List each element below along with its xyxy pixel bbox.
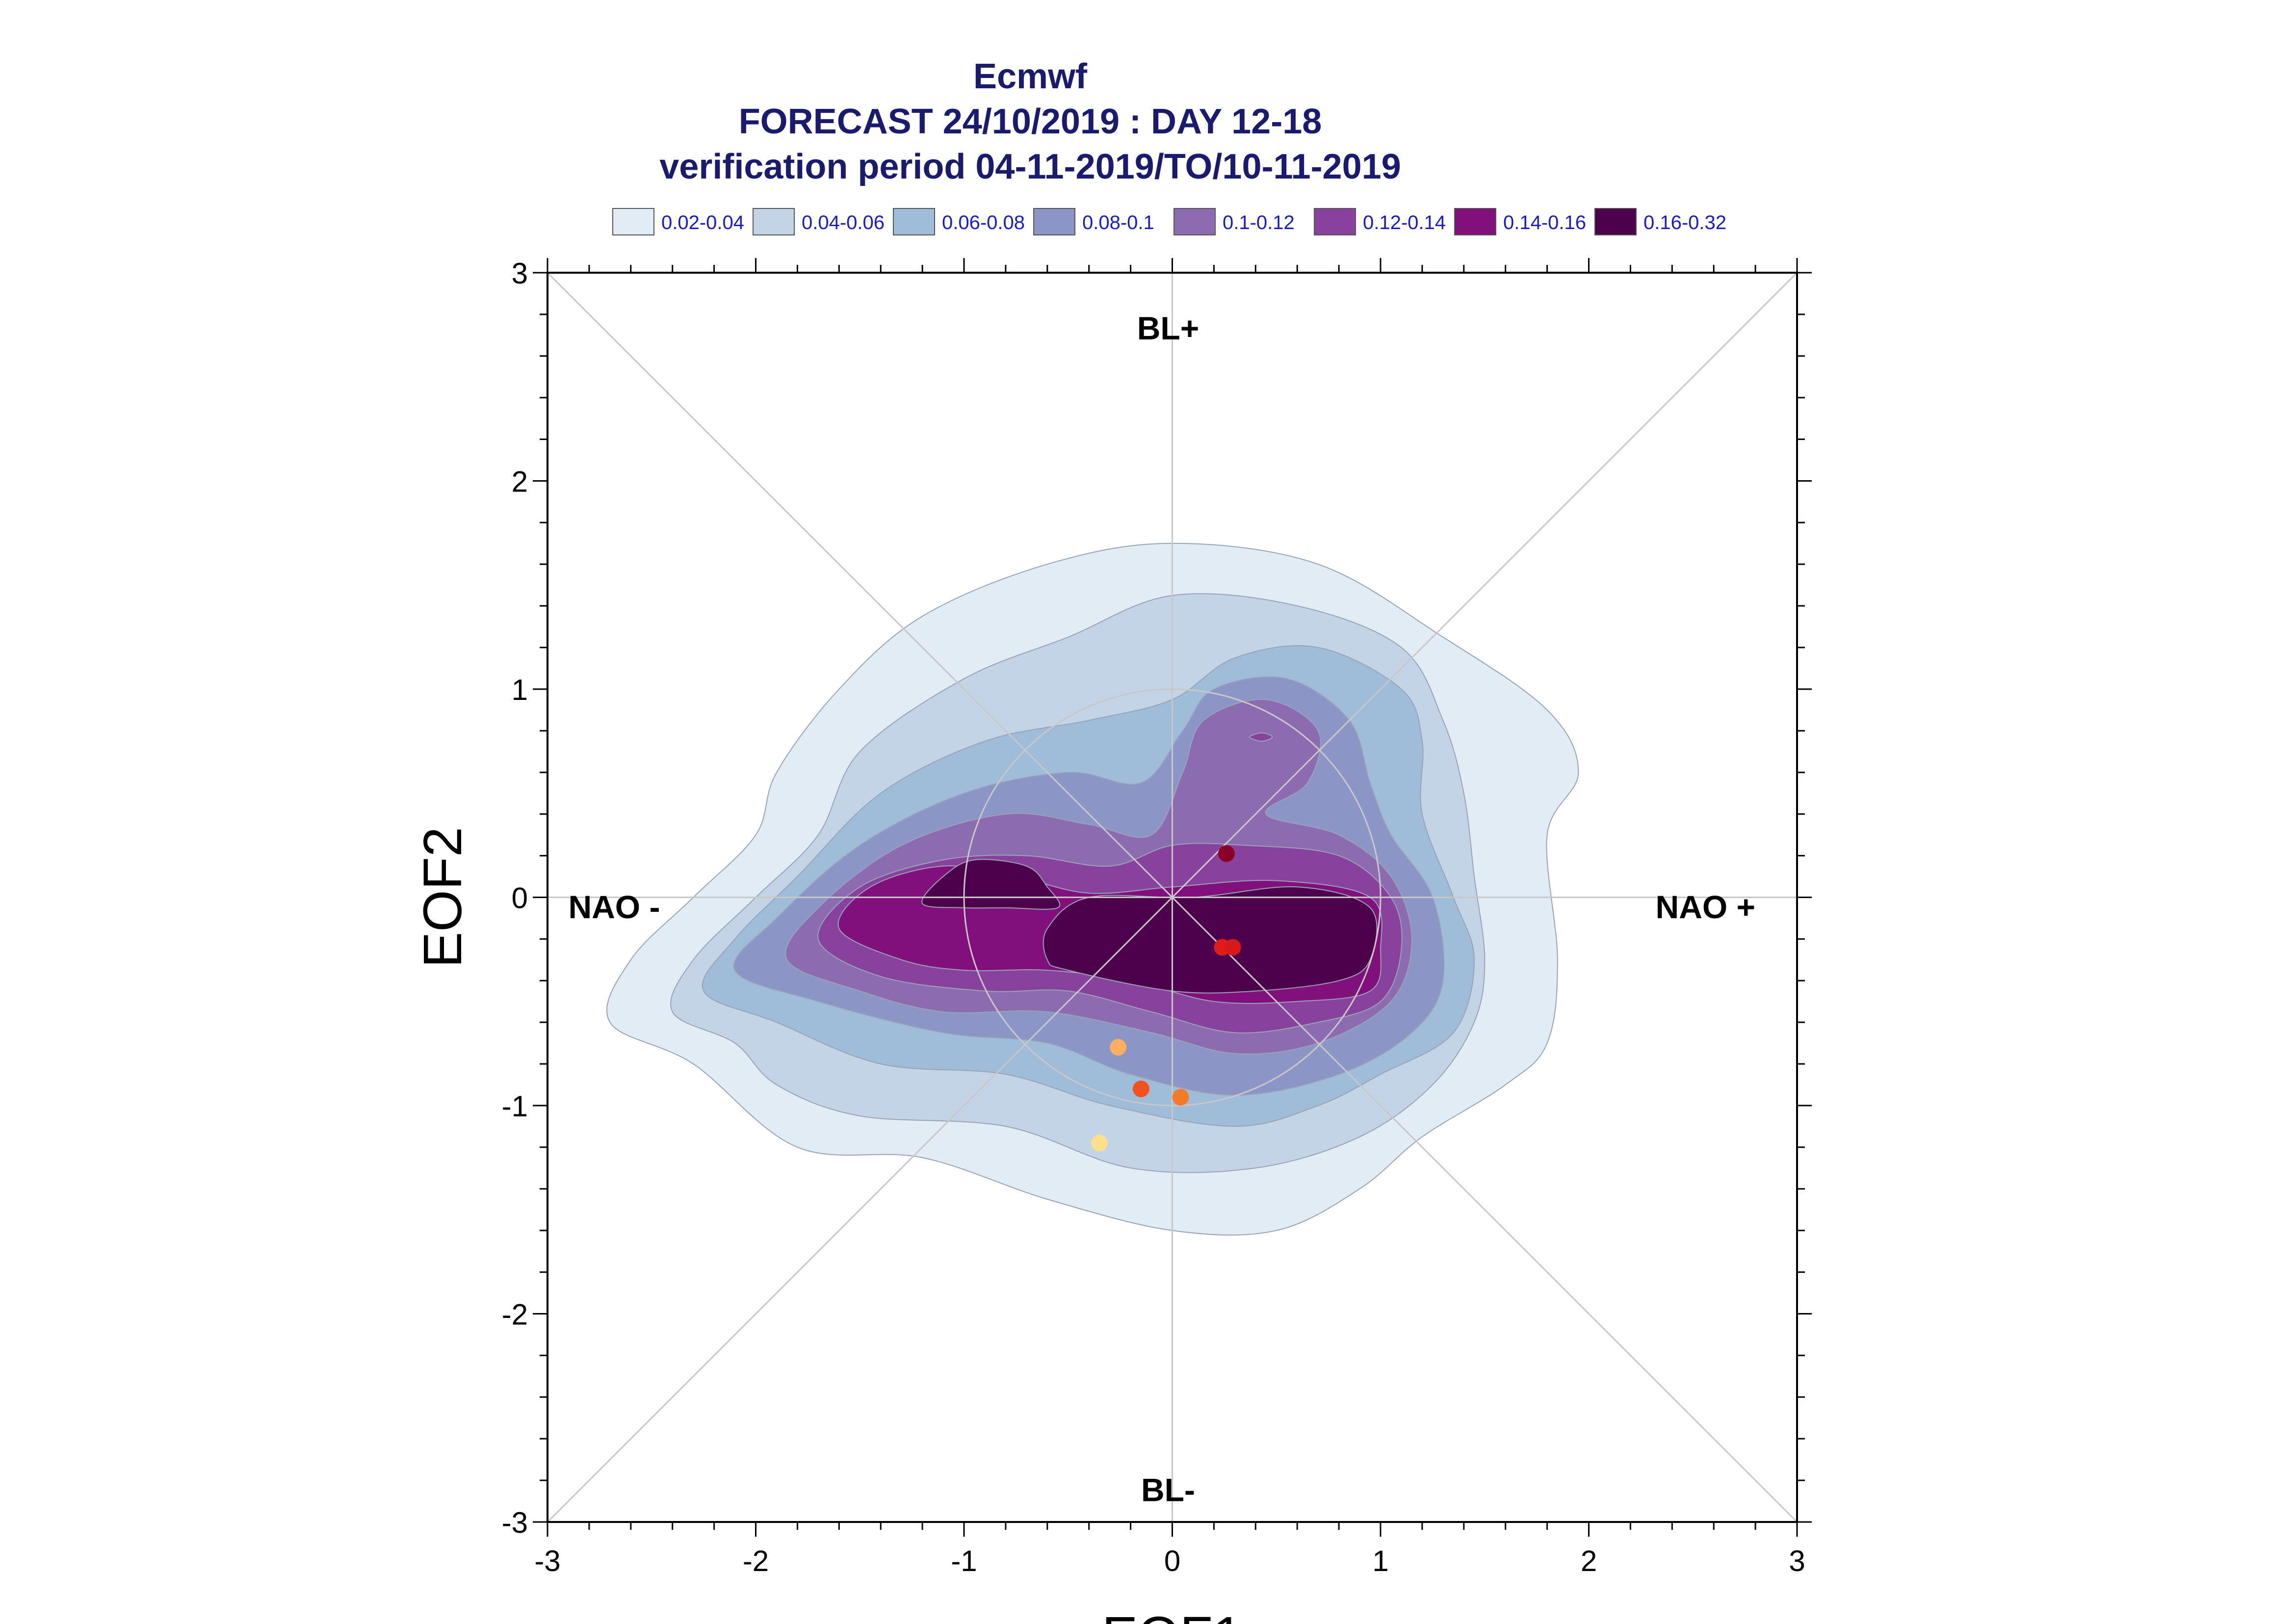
legend-swatch <box>1314 208 1356 235</box>
region-label-left: NAO - <box>568 889 660 925</box>
data-point <box>1132 1081 1149 1098</box>
data-point <box>1218 845 1235 862</box>
y-tick-label: 1 <box>512 673 528 706</box>
density-contours <box>606 542 1579 1236</box>
legend-label: 0.06-0.08 <box>942 212 1025 233</box>
y-tick-label: -1 <box>502 1090 528 1123</box>
legend-label: 0.12-0.14 <box>1363 212 1446 233</box>
axis-ticks <box>533 258 1812 1537</box>
y-axis-title: EOF2 <box>413 827 473 968</box>
title-line-3: verification period 04-11-2019/TO/10-11-… <box>659 147 1401 186</box>
guide-lines <box>547 272 1798 1523</box>
legend-label: 0.08-0.1 <box>1082 212 1154 233</box>
legend-label: 0.04-0.06 <box>802 212 885 233</box>
region-label-top: BL+ <box>1137 310 1200 346</box>
legend-swatch <box>612 208 654 235</box>
legend-label: 0.02-0.04 <box>661 212 745 233</box>
legend-swatch <box>1594 208 1637 235</box>
legend-swatch <box>1454 208 1496 235</box>
data-point <box>1172 1089 1189 1106</box>
x-tick-label: -2 <box>743 1545 769 1577</box>
y-tick-label: 2 <box>512 465 528 498</box>
legend-label: 0.1-0.12 <box>1223 212 1295 233</box>
legend-label: 0.14-0.16 <box>1503 212 1587 233</box>
legend-label: 0.16-0.32 <box>1643 212 1727 233</box>
data-point <box>1224 939 1241 956</box>
title-line-2: FORECAST 24/10/2019 : DAY 12-18 <box>738 102 1322 141</box>
y-tick-label: 0 <box>512 882 528 915</box>
y-tick-label: -2 <box>502 1298 528 1331</box>
x-tick-label: 0 <box>1164 1545 1180 1577</box>
legend-swatch <box>753 208 795 235</box>
axis-labels: -3 -2 -1 0 1 2 3 -3 -2 -1 0 1 2 3 EOF1 EOF2 BL+ BL- NAO - N… <box>413 257 1805 1624</box>
y-tick-label: -3 <box>502 1506 528 1539</box>
scatter-points <box>1091 845 1241 1152</box>
x-tick-label: 3 <box>1789 1545 1805 1577</box>
region-label-right: NAO + <box>1656 889 1756 925</box>
contour-level <box>1249 732 1273 742</box>
legend-swatch <box>893 208 935 235</box>
x-tick-label: 1 <box>1372 1545 1388 1577</box>
data-point <box>1091 1134 1108 1152</box>
region-label-bottom: BL- <box>1141 1472 1195 1508</box>
y-tick-label: 3 <box>512 257 528 290</box>
x-axis-title: EOF1 <box>1102 1606 1243 1624</box>
legend-swatch <box>1033 208 1075 235</box>
x-tick-label: -1 <box>951 1545 977 1577</box>
chart-title: Ecmwf FORECAST 24/10/2019 : DAY 12-18 ve… <box>491 54 1570 189</box>
unit-circle <box>963 688 1382 1107</box>
x-tick-label: -3 <box>534 1545 560 1577</box>
data-point <box>1110 1039 1127 1056</box>
x-tick-label: 2 <box>1581 1545 1597 1577</box>
legend-swatch <box>1174 208 1216 235</box>
title-line-1: Ecmwf <box>973 57 1088 96</box>
